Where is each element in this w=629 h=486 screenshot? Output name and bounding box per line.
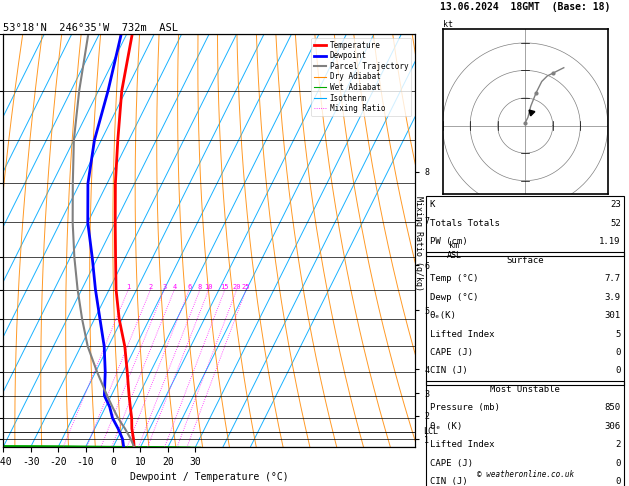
Text: Lifted Index: Lifted Index <box>430 330 494 339</box>
Text: 25: 25 <box>242 283 250 290</box>
Text: 13.06.2024  18GMT  (Base: 18): 13.06.2024 18GMT (Base: 18) <box>440 2 610 12</box>
Text: 1: 1 <box>126 283 130 290</box>
Text: © weatheronline.co.uk: © weatheronline.co.uk <box>477 469 574 479</box>
Text: 850: 850 <box>604 403 621 413</box>
Text: Mixing Ratio (g/kg): Mixing Ratio (g/kg) <box>414 195 423 291</box>
Text: 4: 4 <box>172 283 177 290</box>
Text: 53°18'N  246°35'W  732m  ASL: 53°18'N 246°35'W 732m ASL <box>3 23 178 33</box>
Text: K: K <box>430 200 435 209</box>
Text: 0: 0 <box>615 366 621 376</box>
Text: θₑ(K): θₑ(K) <box>430 311 457 320</box>
Text: 6: 6 <box>187 283 191 290</box>
Text: 8: 8 <box>198 283 202 290</box>
Text: 10: 10 <box>204 283 213 290</box>
Legend: Temperature, Dewpoint, Parcel Trajectory, Dry Adiabat, Wet Adiabat, Isotherm, Mi: Temperature, Dewpoint, Parcel Trajectory… <box>311 38 411 116</box>
Text: Surface: Surface <box>506 256 544 265</box>
Text: 2: 2 <box>615 440 621 450</box>
Text: CIN (J): CIN (J) <box>430 366 467 376</box>
Text: 301: 301 <box>604 311 621 320</box>
Text: 0: 0 <box>615 459 621 468</box>
Text: Dewp (°C): Dewp (°C) <box>430 293 478 302</box>
Text: CAPE (J): CAPE (J) <box>430 459 472 468</box>
Text: 52: 52 <box>610 219 621 228</box>
Text: θₑ (K): θₑ (K) <box>430 422 462 431</box>
Text: 0: 0 <box>615 477 621 486</box>
Text: Most Unstable: Most Unstable <box>490 385 560 394</box>
X-axis label: Dewpoint / Temperature (°C): Dewpoint / Temperature (°C) <box>130 472 289 483</box>
Text: 15: 15 <box>221 283 229 290</box>
Text: CIN (J): CIN (J) <box>430 477 467 486</box>
Y-axis label: km
ASL: km ASL <box>447 241 462 260</box>
Text: 5: 5 <box>615 330 621 339</box>
Text: Lifted Index: Lifted Index <box>430 440 494 450</box>
Text: Pressure (mb): Pressure (mb) <box>430 403 499 413</box>
Text: Totals Totals: Totals Totals <box>430 219 499 228</box>
Text: 1.19: 1.19 <box>599 237 621 246</box>
Text: 0: 0 <box>615 348 621 357</box>
Text: 3: 3 <box>162 283 167 290</box>
Text: 3.9: 3.9 <box>604 293 621 302</box>
Text: CAPE (J): CAPE (J) <box>430 348 472 357</box>
Text: 20: 20 <box>233 283 241 290</box>
Text: 306: 306 <box>604 422 621 431</box>
Text: 23: 23 <box>610 200 621 209</box>
Text: LCL: LCL <box>423 427 438 436</box>
Text: 7.7: 7.7 <box>604 274 621 283</box>
Text: Temp (°C): Temp (°C) <box>430 274 478 283</box>
Text: kt: kt <box>443 20 453 29</box>
Text: 2: 2 <box>148 283 153 290</box>
Text: PW (cm): PW (cm) <box>430 237 467 246</box>
